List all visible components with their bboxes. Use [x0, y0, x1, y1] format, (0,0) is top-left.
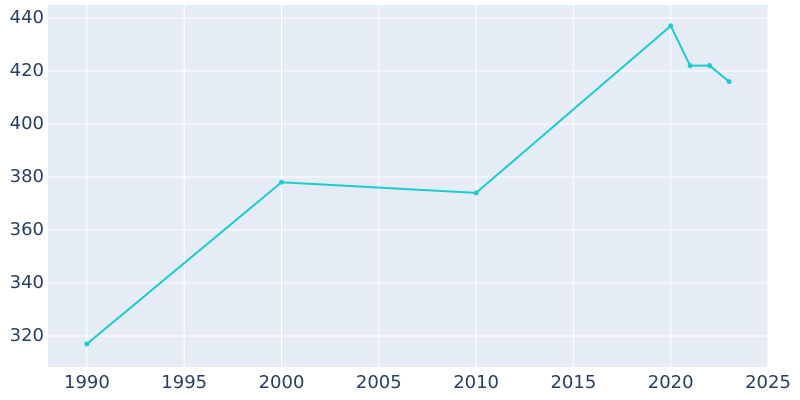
plot-area: [48, 5, 768, 367]
y-tick-label: 340: [10, 272, 44, 293]
y-tick-label: 420: [10, 60, 44, 81]
x-tick-label: 2015: [550, 372, 596, 393]
marker: [707, 63, 713, 69]
y-tick-label: 440: [10, 7, 44, 28]
x-tick-label: 2005: [356, 372, 402, 393]
marker: [84, 341, 90, 347]
y-tick-label: 320: [10, 325, 44, 346]
marker: [726, 79, 732, 85]
x-tick-label: 2025: [745, 372, 791, 393]
marker: [668, 23, 674, 29]
marker: [687, 63, 693, 69]
x-tick-label: 2010: [453, 372, 499, 393]
x-tick-label: 2000: [259, 372, 305, 393]
y-tick-label: 360: [10, 219, 44, 240]
x-tick-label: 1995: [161, 372, 207, 393]
marker: [279, 179, 285, 185]
y-tick-label: 380: [10, 166, 44, 187]
marker: [473, 190, 479, 196]
x-tick-label: 2020: [648, 372, 694, 393]
x-tick-label: 1990: [64, 372, 110, 393]
y-tick-label: 400: [10, 113, 44, 134]
